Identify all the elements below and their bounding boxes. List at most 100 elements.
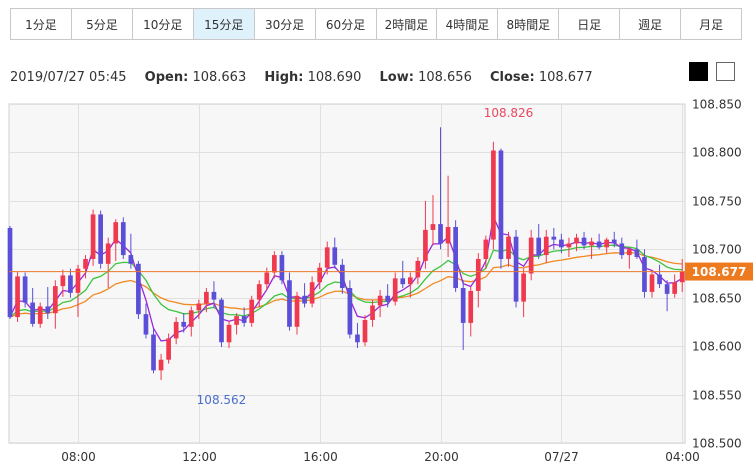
candle-body bbox=[506, 236, 511, 259]
candle bbox=[475, 253, 481, 308]
candle-body bbox=[460, 288, 466, 323]
candle bbox=[294, 291, 300, 335]
tab-daily[interactable]: 日足 bbox=[559, 9, 621, 39]
candle bbox=[453, 220, 458, 292]
candle-body bbox=[30, 302, 36, 324]
candle bbox=[211, 281, 217, 308]
candle bbox=[332, 237, 338, 269]
candle-body bbox=[188, 310, 194, 327]
tab-1min[interactable]: 1分足 bbox=[11, 9, 72, 39]
candle bbox=[483, 235, 489, 269]
candle-body bbox=[634, 249, 640, 258]
candle-body bbox=[566, 243, 572, 248]
candle-body bbox=[60, 275, 66, 287]
high-label: High: bbox=[264, 70, 304, 85]
dark-theme-toggle[interactable] bbox=[689, 62, 708, 81]
candle-body bbox=[407, 277, 413, 285]
candle bbox=[468, 287, 474, 337]
tab-weekly[interactable]: 週足 bbox=[620, 9, 682, 39]
candle-body bbox=[370, 305, 375, 320]
candle bbox=[324, 241, 330, 275]
candle bbox=[445, 175, 451, 258]
candle-body bbox=[385, 295, 390, 302]
ohlc-datetime: 2019/07/27 05:45 bbox=[10, 70, 127, 85]
candle bbox=[158, 353, 164, 381]
high-value: 108.690 bbox=[307, 70, 362, 85]
tab-4hour[interactable]: 4時間足 bbox=[437, 9, 499, 39]
candle-body bbox=[68, 275, 73, 293]
candle bbox=[423, 200, 428, 269]
candle bbox=[491, 141, 496, 250]
tab-8hour[interactable]: 8時間足 bbox=[498, 9, 560, 39]
candle bbox=[657, 264, 662, 289]
candle-body bbox=[392, 278, 398, 302]
candle-body bbox=[211, 291, 217, 300]
candle-body bbox=[355, 334, 360, 343]
candle-body bbox=[430, 224, 436, 230]
candle bbox=[128, 233, 134, 269]
candle-body bbox=[45, 306, 51, 314]
candle bbox=[75, 264, 81, 318]
tab-10min[interactable]: 10分足 bbox=[132, 9, 194, 39]
candle-body bbox=[445, 227, 451, 244]
candle bbox=[143, 303, 149, 339]
close-value: 108.677 bbox=[538, 70, 593, 85]
candle-body bbox=[294, 295, 300, 327]
candle bbox=[234, 313, 239, 335]
candle-body bbox=[581, 237, 587, 246]
candle bbox=[68, 268, 73, 298]
candle bbox=[30, 288, 36, 327]
candle-body bbox=[264, 272, 270, 285]
candle-body bbox=[453, 227, 458, 289]
y-tick-label: 108.500 bbox=[692, 437, 742, 451]
candle-body bbox=[143, 314, 149, 335]
tab-2hour[interactable]: 2時間足 bbox=[376, 9, 438, 39]
candle bbox=[543, 229, 549, 263]
candle-body bbox=[113, 222, 119, 244]
candle bbox=[559, 233, 564, 254]
candle bbox=[181, 313, 187, 333]
candle bbox=[339, 258, 345, 294]
tab-5min[interactable]: 5分足 bbox=[71, 9, 133, 39]
candle-body bbox=[52, 286, 58, 314]
tab-15min[interactable]: 15分足 bbox=[193, 9, 255, 39]
candle-body bbox=[120, 222, 126, 256]
candle bbox=[113, 219, 119, 261]
y-tick-label: 108.600 bbox=[692, 340, 742, 354]
candle-body bbox=[324, 247, 330, 268]
candle-body bbox=[226, 324, 232, 343]
candle bbox=[15, 271, 20, 322]
candle bbox=[460, 280, 466, 351]
tab-monthly[interactable]: 月足 bbox=[681, 9, 742, 39]
candle bbox=[241, 307, 247, 327]
candle bbox=[627, 247, 632, 269]
candle-body bbox=[272, 255, 277, 273]
candle bbox=[362, 315, 368, 347]
candle-body bbox=[475, 258, 481, 291]
candle bbox=[649, 270, 655, 298]
candle-body bbox=[672, 282, 678, 294]
x-tick-label: 08:00 bbox=[61, 450, 96, 464]
tab-30min[interactable]: 30分足 bbox=[254, 9, 316, 39]
candle-body bbox=[657, 274, 662, 285]
candle bbox=[136, 260, 141, 320]
candle bbox=[506, 231, 511, 267]
candle bbox=[392, 272, 398, 306]
candle bbox=[347, 280, 353, 339]
x-tick-label: 20:00 bbox=[424, 450, 459, 464]
candle-body bbox=[204, 291, 209, 304]
candle bbox=[385, 284, 390, 308]
y-tick-label: 108.700 bbox=[692, 243, 742, 257]
candle-body bbox=[317, 267, 323, 283]
candle bbox=[430, 195, 436, 246]
candle-body bbox=[679, 271, 685, 283]
candle-body bbox=[249, 299, 255, 323]
candle-body bbox=[483, 239, 489, 259]
y-tick-label: 108.650 bbox=[692, 292, 742, 306]
light-theme-toggle[interactable] bbox=[716, 62, 735, 81]
candle-body bbox=[536, 237, 542, 256]
candle-body bbox=[302, 295, 307, 304]
open-label: Open: bbox=[144, 70, 189, 85]
tab-60min[interactable]: 60分足 bbox=[315, 9, 377, 39]
